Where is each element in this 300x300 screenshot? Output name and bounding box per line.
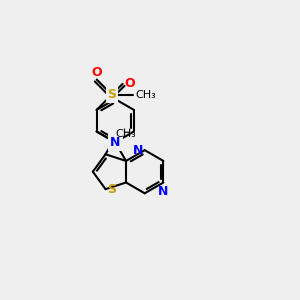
Text: S: S xyxy=(107,88,116,101)
Text: S: S xyxy=(107,183,116,196)
Text: N: N xyxy=(110,136,120,149)
Text: N: N xyxy=(133,144,143,157)
Text: N: N xyxy=(158,185,169,198)
Text: O: O xyxy=(92,66,102,79)
Text: H: H xyxy=(123,128,131,138)
Text: CH₃: CH₃ xyxy=(136,90,156,100)
Text: O: O xyxy=(124,77,135,90)
Text: CH₃: CH₃ xyxy=(116,129,136,139)
